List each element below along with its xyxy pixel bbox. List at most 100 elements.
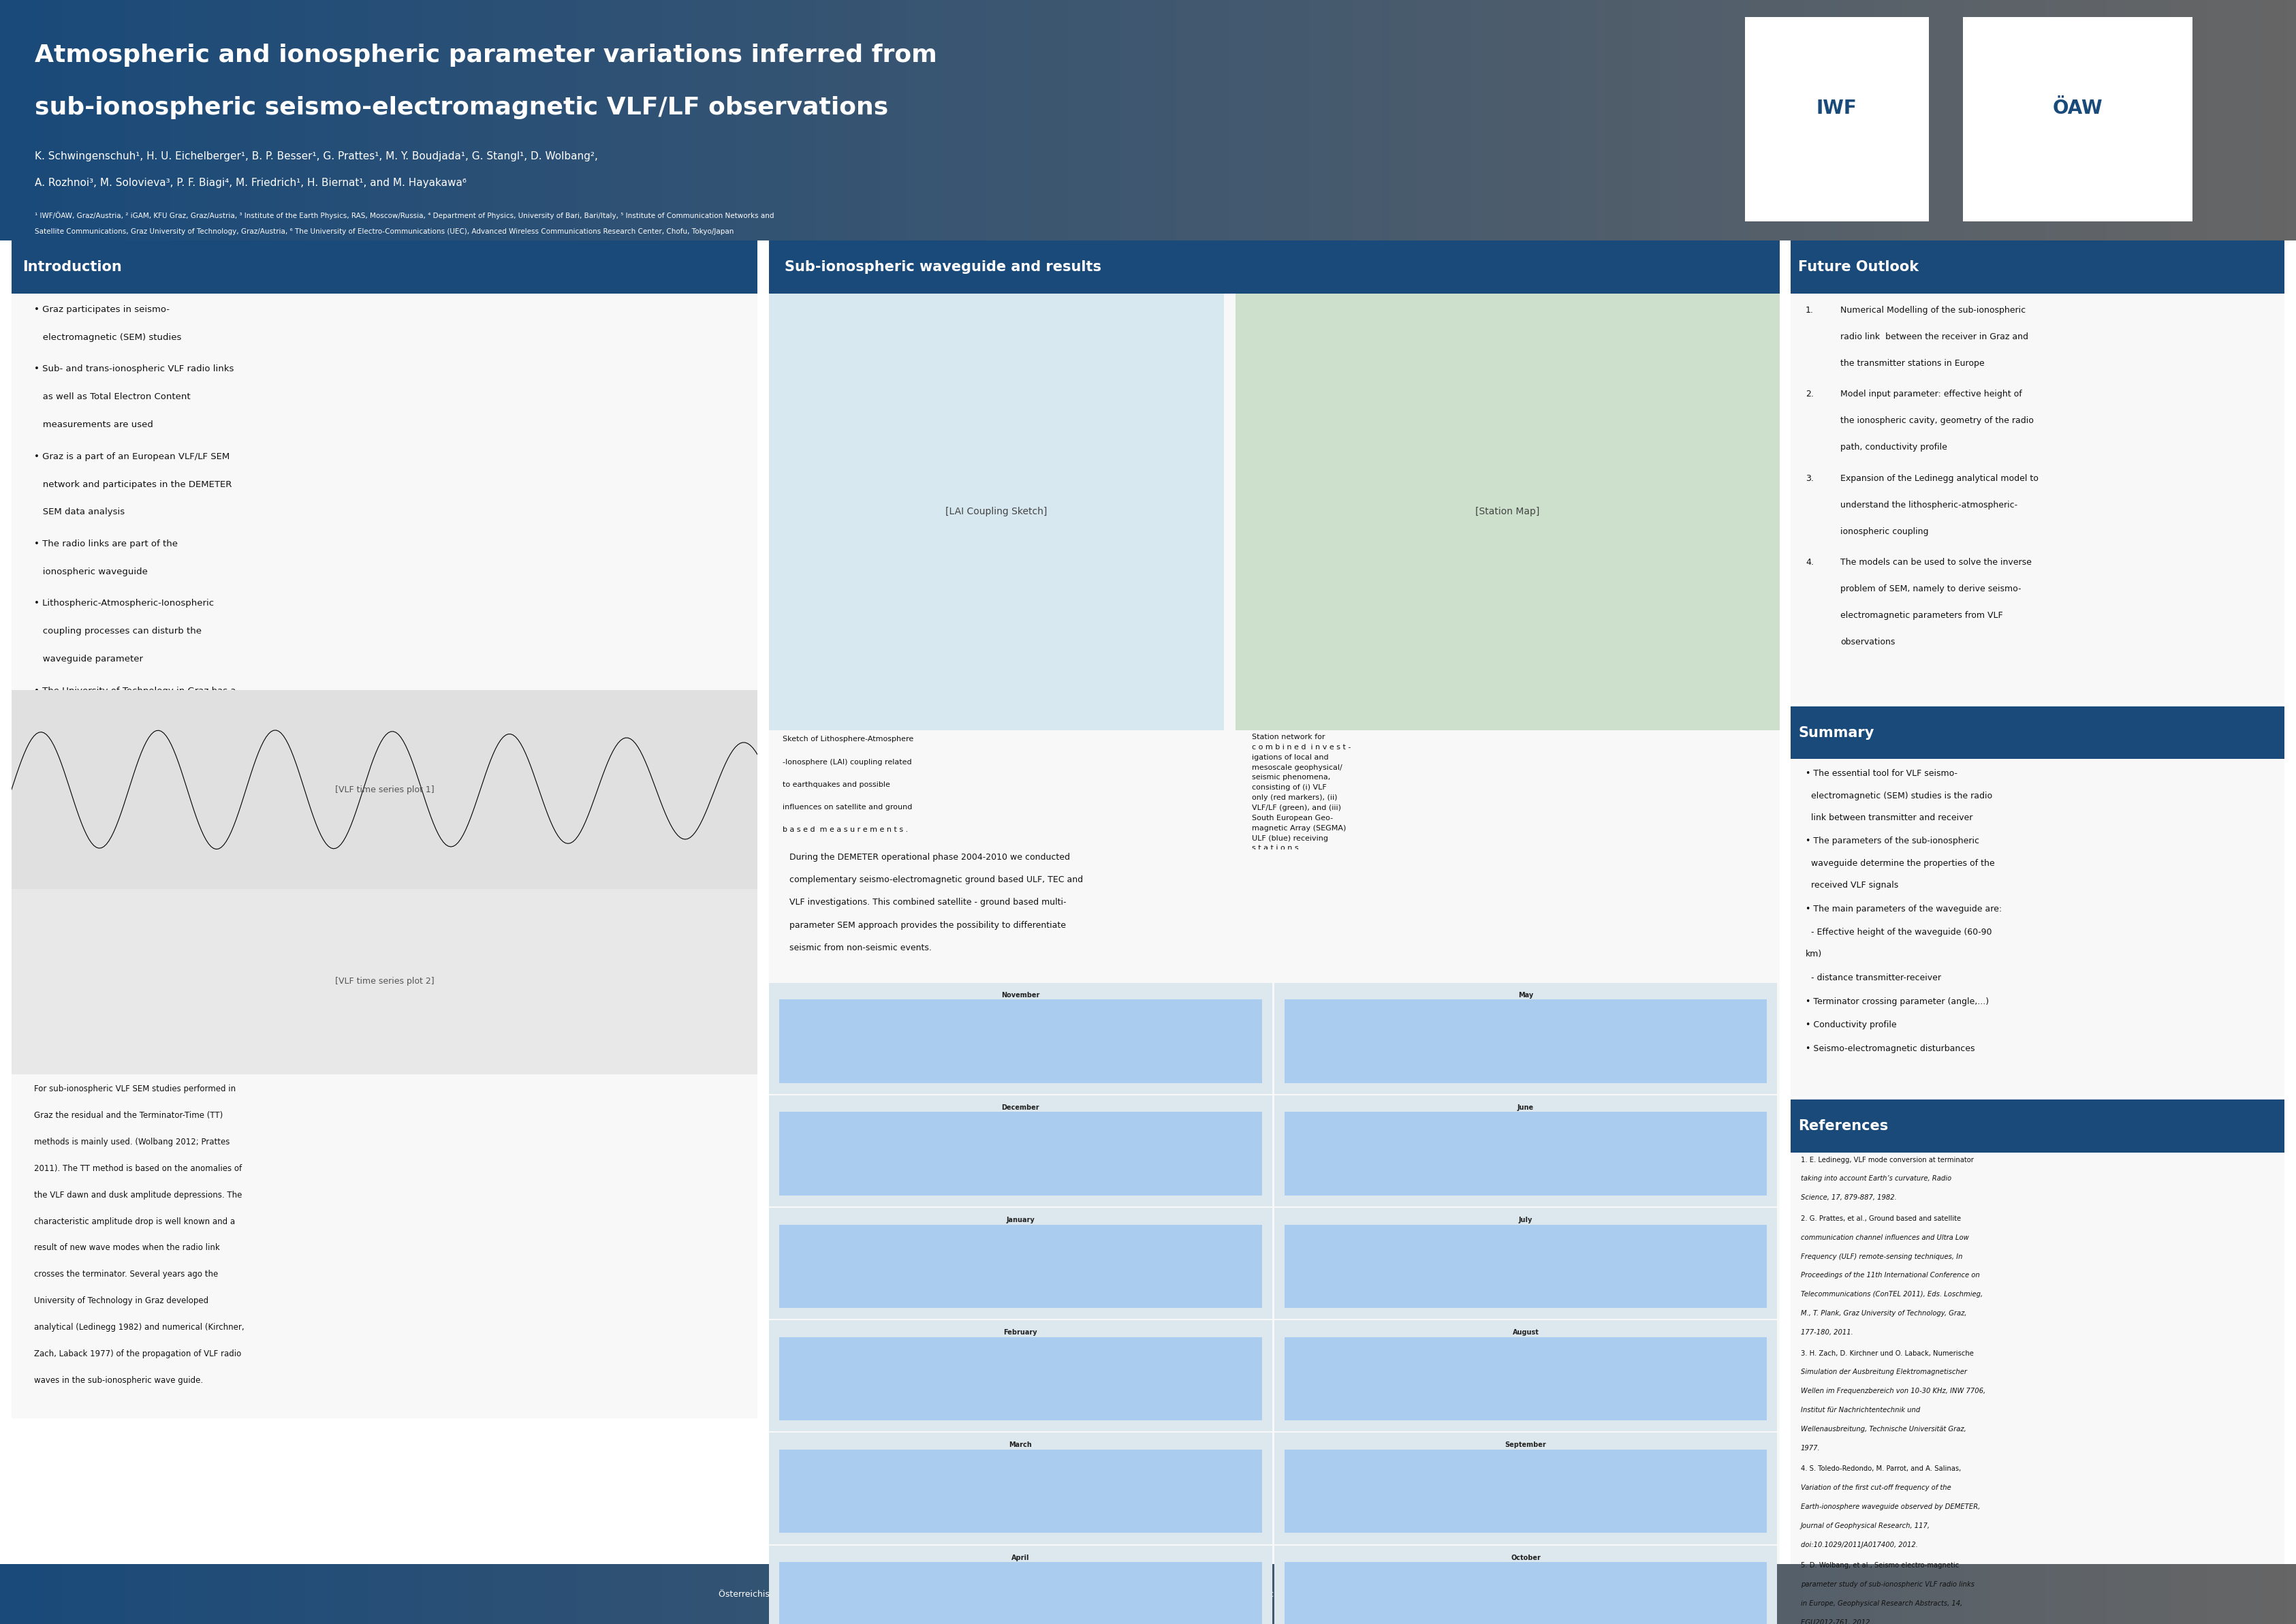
Text: Future Outlook: Future Outlook xyxy=(1798,260,1919,273)
Text: [VLF time series plot 1]: [VLF time series plot 1] xyxy=(335,784,434,794)
Text: • Sub- and trans-ionospheric VLF radio links: • Sub- and trans-ionospheric VLF radio l… xyxy=(34,365,234,374)
Text: long lasting experience in the study of: long lasting experience in the study of xyxy=(34,715,218,723)
Text: communication channel influences and Ultra Low: communication channel influences and Ult… xyxy=(1800,1234,1968,1241)
Bar xyxy=(778,1562,1263,1624)
Bar xyxy=(1283,1450,1768,1533)
Text: received VLF signals: received VLF signals xyxy=(1805,880,1899,890)
Text: Summary: Summary xyxy=(1798,726,1874,739)
Bar xyxy=(778,1224,1263,1307)
Bar xyxy=(1963,16,2193,221)
Text: 2. G. Prattes, et al., Ground based and satellite: 2. G. Prattes, et al., Ground based and … xyxy=(1800,1215,1961,1223)
Text: Simulation der Ausbreitung Elektromagnetischer: Simulation der Ausbreitung Elektromagnet… xyxy=(1800,1369,1968,1376)
Text: Sub-ionospheric waveguide and results: Sub-ionospheric waveguide and results xyxy=(785,260,1102,273)
Text: waves in the sub-ionospheric wave guide.: waves in the sub-ionospheric wave guide. xyxy=(34,1376,202,1385)
Text: understand the lithospheric-atmospheric-: understand the lithospheric-atmospheric- xyxy=(1841,500,2018,510)
Text: the ionospheric cavity, geometry of the radio: the ionospheric cavity, geometry of the … xyxy=(1841,416,2034,425)
Text: - distance transmitter-receiver: - distance transmitter-receiver xyxy=(1805,973,1940,983)
Bar xyxy=(1283,1562,1768,1624)
Text: igations of local and: igations of local and xyxy=(1251,754,1329,760)
Text: problem of SEM, namely to derive seismo-: problem of SEM, namely to derive seismo- xyxy=(1841,585,2020,593)
Text: seismic phenomena,: seismic phenomena, xyxy=(1251,775,1329,781)
Text: Österreichische Akademie der Wissenschaften (ÖAW) / Institut für Weltraumforschu: Österreichische Akademie der Wissenschaf… xyxy=(719,1590,1577,1598)
Text: [Station Map]: [Station Map] xyxy=(1476,507,1538,516)
Bar xyxy=(1283,999,1768,1083)
Text: Proceedings of the 11th International Conference on: Proceedings of the 11th International Co… xyxy=(1800,1272,1979,1278)
Text: Wellenausbreitung, Technische Universität Graz,: Wellenausbreitung, Technische Universitä… xyxy=(1800,1426,1965,1432)
Text: b a s e d  m e a s u r e m e n t s .: b a s e d m e a s u r e m e n t s . xyxy=(783,827,909,833)
Text: Austrian Academy
of Sciences: Austrian Academy of Sciences xyxy=(2043,172,2112,188)
Text: methods is mainly used. (Wolbang 2012; Prattes: methods is mainly used. (Wolbang 2012; P… xyxy=(34,1137,230,1147)
Text: 2011). The TT method is based on the anomalies of: 2011). The TT method is based on the ano… xyxy=(34,1164,241,1173)
Text: c o m b i n e d  i n v e s t -: c o m b i n e d i n v e s t - xyxy=(1251,744,1350,750)
Text: in Europe, Geophysical Research Abstracts, 14,: in Europe, Geophysical Research Abstract… xyxy=(1800,1600,1963,1606)
Text: 5. D. Wolbang, et al., Seismo electro-magnetic: 5. D. Wolbang, et al., Seismo electro-ma… xyxy=(1800,1562,1958,1569)
Text: sub-ionospheric seismo-electromagnetic VLF/LF observations: sub-ionospheric seismo-electromagnetic V… xyxy=(34,96,889,119)
Text: Wellen im Frequenzbereich von 10-30 KHz, INW 7706,: Wellen im Frequenzbereich von 10-30 KHz,… xyxy=(1800,1389,1986,1395)
Text: ionospheric waveguide: ionospheric waveguide xyxy=(34,567,147,577)
Text: June: June xyxy=(1518,1104,1534,1111)
Text: Satellite Communications, Graz University of Technology, Graz/Austria, ⁶ The Uni: Satellite Communications, Graz Universit… xyxy=(34,229,732,235)
Text: VLF investigations. This combined satellite - ground based multi-: VLF investigations. This combined satell… xyxy=(790,898,1065,906)
Text: EGU2012-761, 2012.: EGU2012-761, 2012. xyxy=(1800,1619,1871,1624)
Text: as well as Total Electron Content: as well as Total Electron Content xyxy=(34,393,191,401)
Text: The models can be used to solve the inverse: The models can be used to solve the inve… xyxy=(1841,559,2032,567)
Text: network and participates in the DEMETER: network and participates in the DEMETER xyxy=(34,481,232,489)
Text: electromagnetic parameters from VLF: electromagnetic parameters from VLF xyxy=(1841,611,2002,620)
Text: September: September xyxy=(1504,1442,1548,1449)
Text: Earth-ionosphere waveguide observed by DEMETER,: Earth-ionosphere waveguide observed by D… xyxy=(1800,1504,1979,1510)
Text: November: November xyxy=(1001,992,1040,999)
Text: observations: observations xyxy=(1841,638,1894,646)
Text: 1. E. Ledinegg, VLF mode conversion at terminator: 1. E. Ledinegg, VLF mode conversion at t… xyxy=(1800,1156,1975,1163)
Text: ULF (blue) receiving: ULF (blue) receiving xyxy=(1251,835,1327,841)
Text: parameter SEM approach provides the possibility to differentiate: parameter SEM approach provides the poss… xyxy=(790,921,1065,929)
Text: A. Rozhnoi³, M. Solovieva³, P. F. Biagi⁴, M. Friedrich¹, H. Biernat¹, and M. Hay: A. Rozhnoi³, M. Solovieva³, P. F. Biagi⁴… xyxy=(34,179,466,188)
Text: electromagnetic (SEM) studies: electromagnetic (SEM) studies xyxy=(34,333,181,343)
Text: Telecommunications (ConTEL 2011), Eds. Loschmieg,: Telecommunications (ConTEL 2011), Eds. L… xyxy=(1800,1291,1984,1298)
Text: March: March xyxy=(1008,1442,1033,1449)
Text: 1977.: 1977. xyxy=(1800,1444,1821,1452)
Text: only (red markers), (ii): only (red markers), (ii) xyxy=(1251,794,1336,801)
Text: - Effective height of the waveguide (60-90: - Effective height of the waveguide (60-… xyxy=(1805,927,1993,937)
Text: taking into account Earth’s curvature, Radio: taking into account Earth’s curvature, R… xyxy=(1800,1176,1952,1182)
Bar xyxy=(1745,16,1929,221)
Text: [LAI Coupling Sketch]: [LAI Coupling Sketch] xyxy=(946,507,1047,516)
Text: analytical (Ledinegg 1982) and numerical (Kirchner,: analytical (Ledinegg 1982) and numerical… xyxy=(34,1324,243,1332)
Text: • The essential tool for VLF seismo-: • The essential tool for VLF seismo- xyxy=(1805,770,1958,778)
Text: • The parameters of the sub-ionospheric: • The parameters of the sub-ionospheric xyxy=(1805,836,1979,846)
Text: Variation of the first cut-off frequency of the: Variation of the first cut-off frequency… xyxy=(1800,1484,1952,1491)
Text: • Graz participates in seismo-: • Graz participates in seismo- xyxy=(34,305,170,313)
Text: ionospheric coupling: ionospheric coupling xyxy=(1841,528,1929,536)
Text: February: February xyxy=(1003,1330,1038,1337)
Text: 1.: 1. xyxy=(1805,305,1814,315)
Text: waveguide determine the properties of the: waveguide determine the properties of th… xyxy=(1805,859,1995,867)
Text: sub-ionospheric wave propagation: sub-ionospheric wave propagation xyxy=(34,742,200,750)
Text: • Seismo-electromagnetic disturbances: • Seismo-electromagnetic disturbances xyxy=(1805,1044,1975,1054)
Text: km): km) xyxy=(1805,950,1823,958)
Text: Frequency (ULF) remote-sensing techniques, In: Frequency (ULF) remote-sensing technique… xyxy=(1800,1254,1963,1260)
Text: SEM data analysis: SEM data analysis xyxy=(34,508,124,516)
Text: Graz the residual and the Terminator-Time (TT): Graz the residual and the Terminator-Tim… xyxy=(34,1111,223,1121)
Text: During the DEMETER operational phase 2004-2010 we conducted: During the DEMETER operational phase 200… xyxy=(790,853,1070,862)
Text: mesoscale geophysical/: mesoscale geophysical/ xyxy=(1251,763,1341,771)
Text: • Terminator crossing parameter (angle,...): • Terminator crossing parameter (angle,.… xyxy=(1805,997,1988,1005)
Bar xyxy=(778,1337,1263,1421)
Text: July: July xyxy=(1518,1216,1534,1223)
Text: crosses the terminator. Several years ago the: crosses the terminator. Several years ag… xyxy=(34,1270,218,1278)
Text: April: April xyxy=(1013,1554,1029,1561)
Text: May: May xyxy=(1518,992,1534,999)
Text: IWF: IWF xyxy=(1816,99,1857,117)
Text: Expansion of the Ledinegg analytical model to: Expansion of the Ledinegg analytical mod… xyxy=(1841,474,2039,482)
Text: 4. S. Toledo-Redondo, M. Parrot, and A. Salinas,: 4. S. Toledo-Redondo, M. Parrot, and A. … xyxy=(1800,1465,1961,1473)
Bar xyxy=(1283,1337,1768,1421)
Text: South European Geo-: South European Geo- xyxy=(1251,815,1332,822)
Text: K. Schwingenschuh¹, H. U. Eichelberger¹, B. P. Besser¹, G. Prattes¹, M. Y. Boudj: K. Schwingenschuh¹, H. U. Eichelberger¹,… xyxy=(34,151,597,162)
Text: doi:10.1029/2011JA017400, 2012.: doi:10.1029/2011JA017400, 2012. xyxy=(1800,1541,1917,1548)
Text: to earthquakes and possible: to earthquakes and possible xyxy=(783,781,891,788)
Text: ¹ IWF/ÖAW, Graz/Austria, ² iGAM, KFU Graz, Graz/Austria, ³ Institute of the Eart: ¹ IWF/ÖAW, Graz/Austria, ² iGAM, KFU Gra… xyxy=(34,211,774,219)
Text: result of new wave modes when the radio link: result of new wave modes when the radio … xyxy=(34,1244,220,1252)
Text: • Graz is a part of an European VLF/LF SEM: • Graz is a part of an European VLF/LF S… xyxy=(34,451,230,461)
Bar xyxy=(1283,1224,1768,1307)
Text: M., T. Plank, Graz University of Technology, Graz,: M., T. Plank, Graz University of Technol… xyxy=(1800,1311,1968,1317)
Bar xyxy=(778,999,1263,1083)
Text: October: October xyxy=(1511,1554,1541,1561)
